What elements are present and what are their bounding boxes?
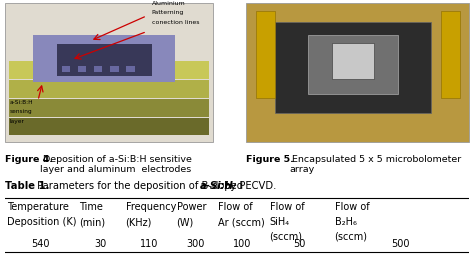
Bar xyxy=(275,22,431,113)
Text: Ar (sccm): Ar (sccm) xyxy=(219,217,265,227)
Text: Flow of: Flow of xyxy=(219,202,253,212)
Text: Flow of: Flow of xyxy=(270,202,304,212)
Text: conection lines: conection lines xyxy=(152,20,199,25)
Text: 50: 50 xyxy=(293,239,306,249)
Text: layer: layer xyxy=(9,119,24,124)
Bar xyxy=(9,61,209,79)
Bar xyxy=(332,42,374,79)
Text: Encapsulated 5 x 5 microbolometer
array: Encapsulated 5 x 5 microbolometer array xyxy=(289,155,461,174)
Bar xyxy=(126,66,135,72)
Bar xyxy=(256,11,275,98)
Text: Table 1.: Table 1. xyxy=(5,181,49,191)
Bar xyxy=(94,66,102,72)
Text: Parameters for the deposition of B-doped: Parameters for the deposition of B-doped xyxy=(34,181,246,191)
Text: (sccm): (sccm) xyxy=(335,232,367,242)
Text: Aluminium: Aluminium xyxy=(152,1,185,6)
Text: Figure 5.: Figure 5. xyxy=(246,155,294,164)
Text: Frequency: Frequency xyxy=(126,202,176,212)
Bar xyxy=(308,35,398,94)
Text: 30: 30 xyxy=(94,239,106,249)
Bar xyxy=(78,66,86,72)
Text: 110: 110 xyxy=(139,239,158,249)
Text: Temperature: Temperature xyxy=(7,202,69,212)
Bar xyxy=(441,11,460,98)
Text: Time: Time xyxy=(79,202,103,212)
Text: Deposition of a-Si:B:H sensitive
layer and aluminum  electrodes: Deposition of a-Si:B:H sensitive layer a… xyxy=(40,155,192,174)
Text: Patterning: Patterning xyxy=(152,10,184,15)
Bar xyxy=(33,35,175,82)
Bar xyxy=(57,44,152,76)
Text: Power: Power xyxy=(177,202,206,212)
Bar xyxy=(9,99,209,117)
Text: 500: 500 xyxy=(392,239,410,249)
Text: (W): (W) xyxy=(177,217,194,227)
Text: a-Si:B:H: a-Si:B:H xyxy=(9,100,33,105)
Text: 100: 100 xyxy=(232,239,251,249)
Text: Flow of: Flow of xyxy=(335,202,369,212)
Text: (KHz): (KHz) xyxy=(126,217,152,227)
Bar xyxy=(246,3,469,142)
Text: sensing: sensing xyxy=(9,109,32,114)
Bar xyxy=(62,66,70,72)
Text: by PECVD.: by PECVD. xyxy=(221,181,277,191)
Text: Figure 4.: Figure 4. xyxy=(5,155,53,164)
Text: 540: 540 xyxy=(31,239,50,249)
Bar xyxy=(110,66,118,72)
Bar xyxy=(5,3,213,142)
Text: B₂H₆: B₂H₆ xyxy=(335,217,356,227)
Text: (min): (min) xyxy=(79,217,105,227)
Text: Deposition (K): Deposition (K) xyxy=(7,217,77,227)
Text: 300: 300 xyxy=(186,239,204,249)
Text: a-Si:H: a-Si:H xyxy=(200,181,234,191)
Text: (sccm): (sccm) xyxy=(270,232,302,242)
Bar xyxy=(9,80,209,98)
Bar xyxy=(9,118,209,135)
Text: SiH₄: SiH₄ xyxy=(270,217,290,227)
